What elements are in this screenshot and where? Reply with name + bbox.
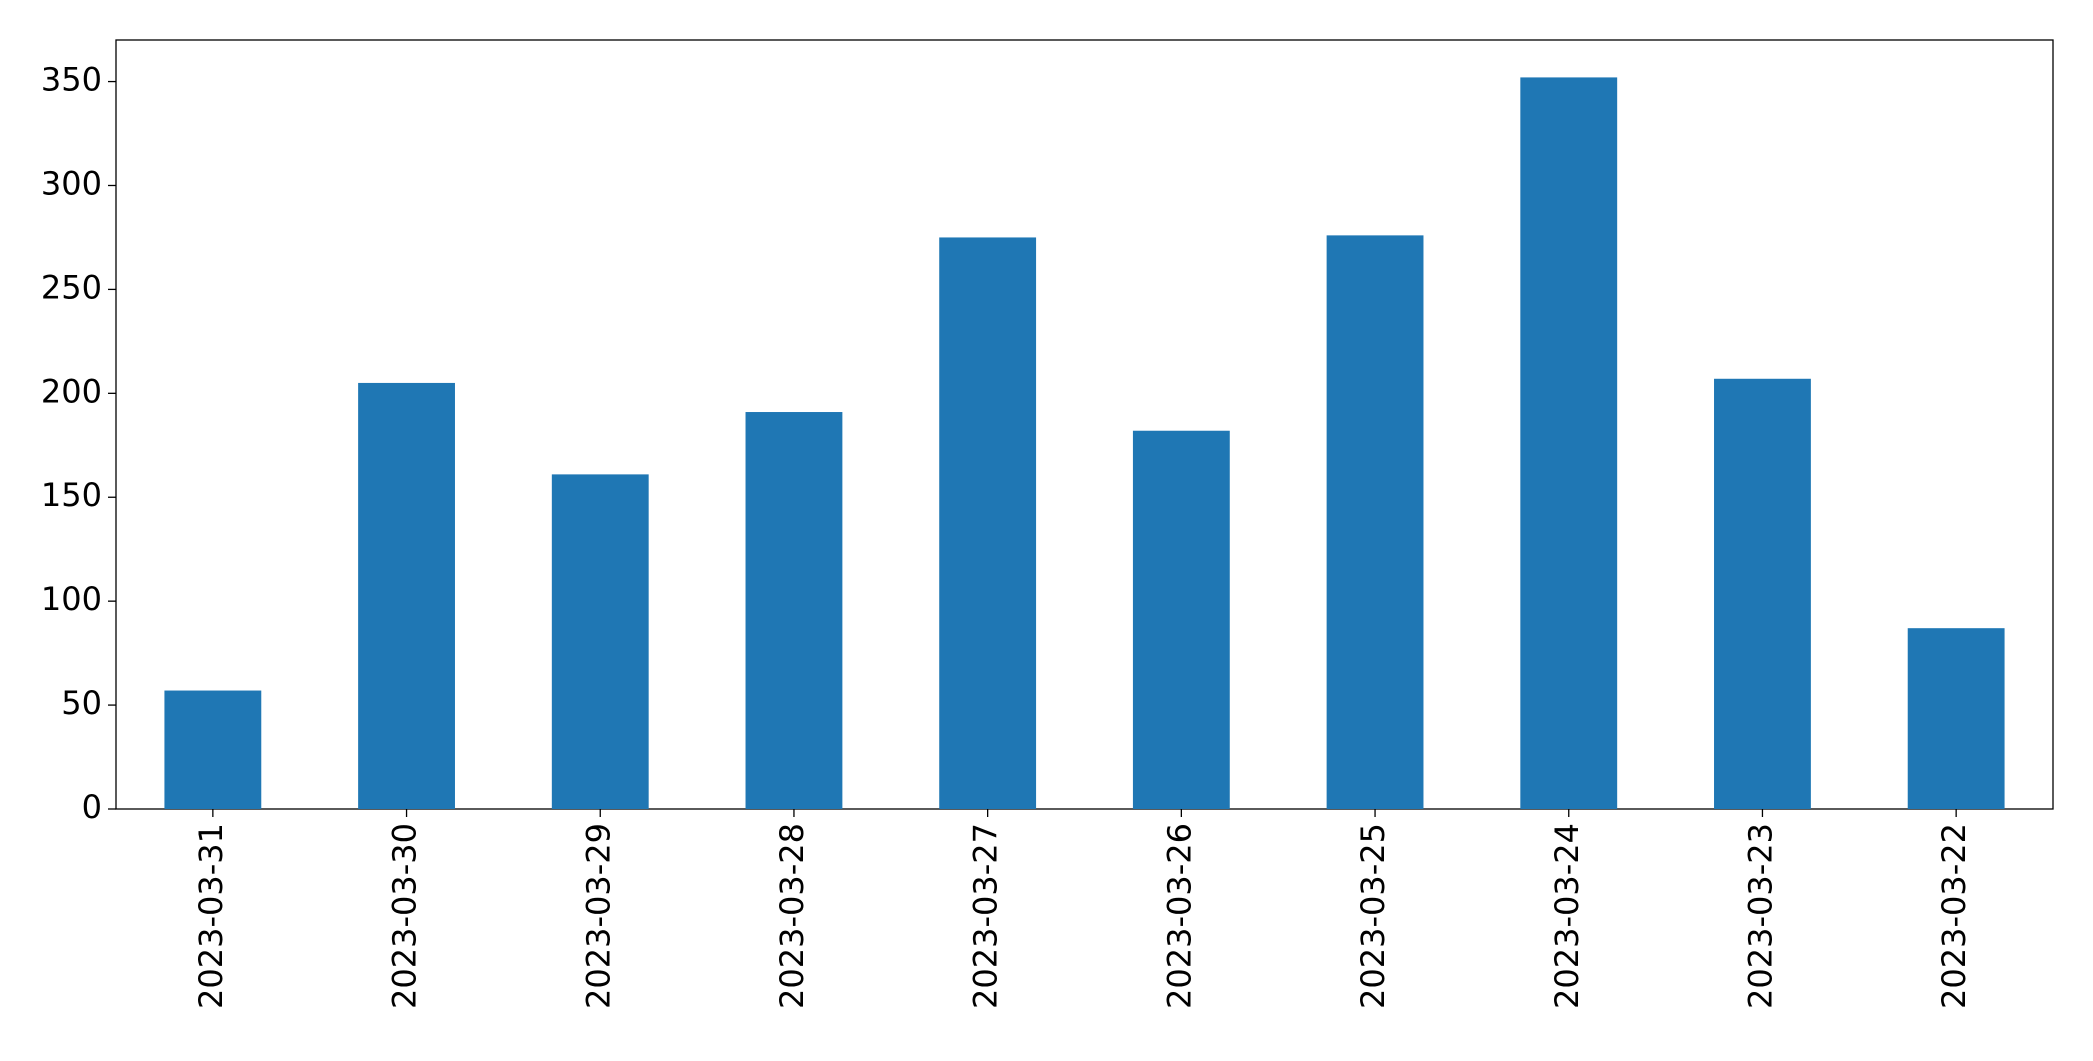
bar: [939, 237, 1037, 810]
plot-frame: [115, 39, 2054, 810]
bar: [358, 382, 455, 809]
x-tick-label: 2023-03-27: [967, 823, 1005, 1009]
y-tick-label: 350: [41, 61, 102, 99]
x-tick-label: 2023-03-28: [773, 823, 811, 1009]
x-tick-label: 2023-03-23: [1741, 823, 1779, 1009]
bar: [1132, 430, 1230, 809]
y-tick-label: 250: [41, 268, 102, 306]
bar: [1326, 235, 1424, 810]
x-tick-label: 2023-03-30: [386, 823, 424, 1009]
y-tick-label: 200: [41, 372, 102, 410]
y-tick-label: 300: [41, 164, 102, 202]
bar: [551, 474, 649, 809]
bar: [745, 412, 843, 809]
y-tick-label: 50: [61, 684, 102, 722]
y-tick-label: 100: [41, 580, 102, 618]
x-tick-label: 2023-03-24: [1548, 823, 1586, 1009]
bar: [1714, 378, 1811, 809]
x-tick-label: 2023-03-29: [579, 823, 617, 1009]
y-tick-label: 150: [41, 476, 102, 514]
y-tick-label: 0: [82, 788, 102, 826]
bar: [1907, 628, 2005, 809]
x-tick-label: 2023-03-31: [192, 823, 230, 1009]
x-tick-label: 2023-03-25: [1354, 823, 1392, 1009]
x-tick-label: 2023-03-22: [1935, 823, 1973, 1009]
bar: [164, 690, 262, 809]
x-tick-label: 2023-03-26: [1160, 823, 1198, 1009]
bar: [1520, 77, 1618, 809]
